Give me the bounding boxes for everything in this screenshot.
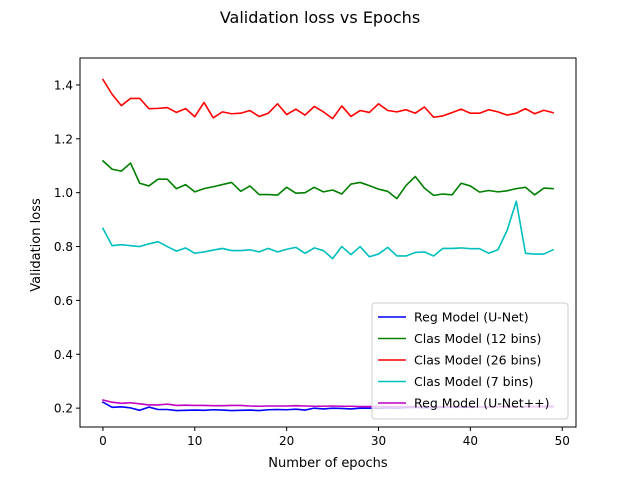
series-line (101, 200, 555, 260)
x-tick-label: 40 (463, 434, 478, 448)
legend-label: Reg Model (U-Net) (414, 310, 529, 325)
series-line (101, 78, 555, 120)
x-axis-label: Number of epochs (268, 456, 388, 471)
x-tick-label: 0 (99, 434, 107, 448)
y-tick-label: 0.2 (54, 402, 73, 416)
legend-label: Clas Model (12 bins) (414, 331, 541, 346)
series-line (101, 159, 554, 200)
y-tick-label: 1.0 (54, 186, 73, 200)
axes-frame (79, 57, 577, 428)
legend-label: Clas Model (26 bins) (414, 353, 541, 368)
legend-label: Reg Model (U-Net++) (414, 396, 550, 411)
x-tick-label: 50 (555, 434, 570, 448)
y-tick-label: 1.2 (54, 132, 73, 146)
axes: 0 10 20 30 40 50 0.2 0.4 0.6 0.8 1.0 1.2 1.4 (54, 57, 577, 448)
legend-box (371, 302, 569, 420)
y-tick-label: 0.8 (54, 240, 73, 254)
y-tick-label: 0.4 (54, 348, 73, 362)
chart-title: Validation loss vs Epochs (220, 8, 420, 27)
x-tick-label: 30 (371, 434, 386, 448)
x-tick-label: 20 (279, 434, 294, 448)
y-axis-label: Validation loss (29, 198, 44, 292)
legend-label: Clas Model (7 bins) (414, 374, 533, 389)
y-tick-label: 0.6 (54, 294, 73, 308)
x-tick-label: 10 (187, 434, 202, 448)
y-tick-label: 1.4 (54, 78, 73, 92)
legend: Reg Model (U-Net) Clas Model (12 bins) Cla… (371, 302, 569, 420)
